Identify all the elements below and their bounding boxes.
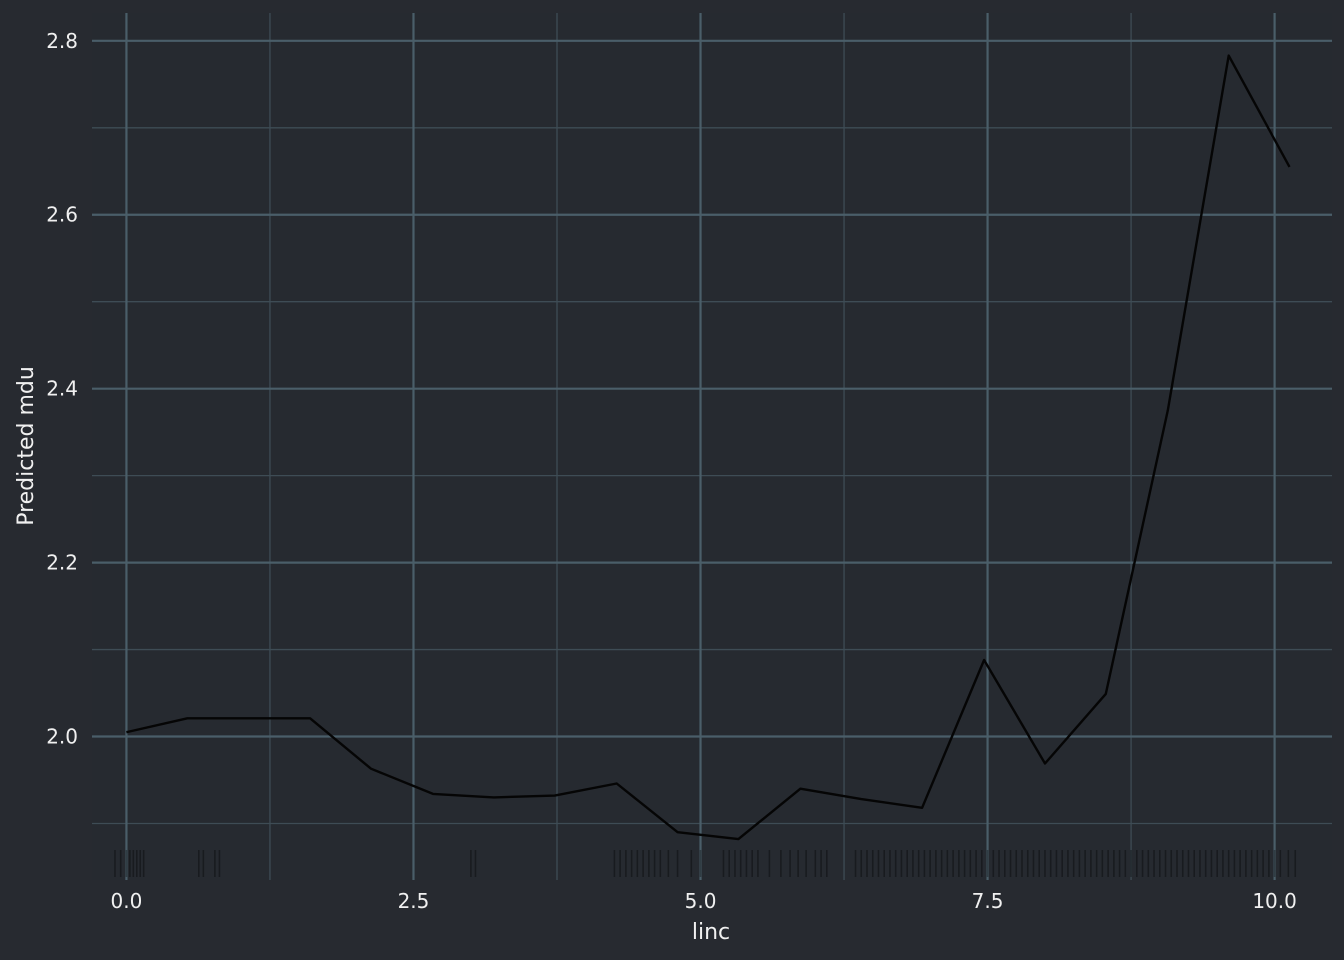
x-tick-label: 7.5	[972, 889, 1004, 913]
grid-major	[92, 13, 1332, 880]
y-axis-title: Predicted mdu	[14, 366, 39, 526]
y-tick-label: 2.8	[46, 29, 78, 53]
y-axis-ticks: 2.0 2.2 2.4 2.6 2.8	[46, 29, 78, 749]
y-tick-label: 2.0	[46, 725, 78, 749]
y-tick-label: 2.2	[46, 551, 78, 575]
series-line	[126, 54, 1291, 841]
x-axis-ticks: 0.0 2.5 5.0 7.5 10.0	[111, 889, 1297, 913]
x-axis-title: linc	[692, 920, 730, 945]
x-tick-label: 0.0	[111, 889, 143, 913]
x-tick-label: 2.5	[398, 889, 430, 913]
grid-minor	[92, 13, 1332, 880]
rug-marks	[114, 850, 1297, 877]
x-tick-label: 5.0	[685, 889, 717, 913]
plot-panel	[92, 13, 1332, 880]
y-tick-label: 2.6	[46, 203, 78, 227]
x-tick-label: 10.0	[1252, 889, 1297, 913]
y-tick-label: 2.4	[46, 377, 78, 401]
